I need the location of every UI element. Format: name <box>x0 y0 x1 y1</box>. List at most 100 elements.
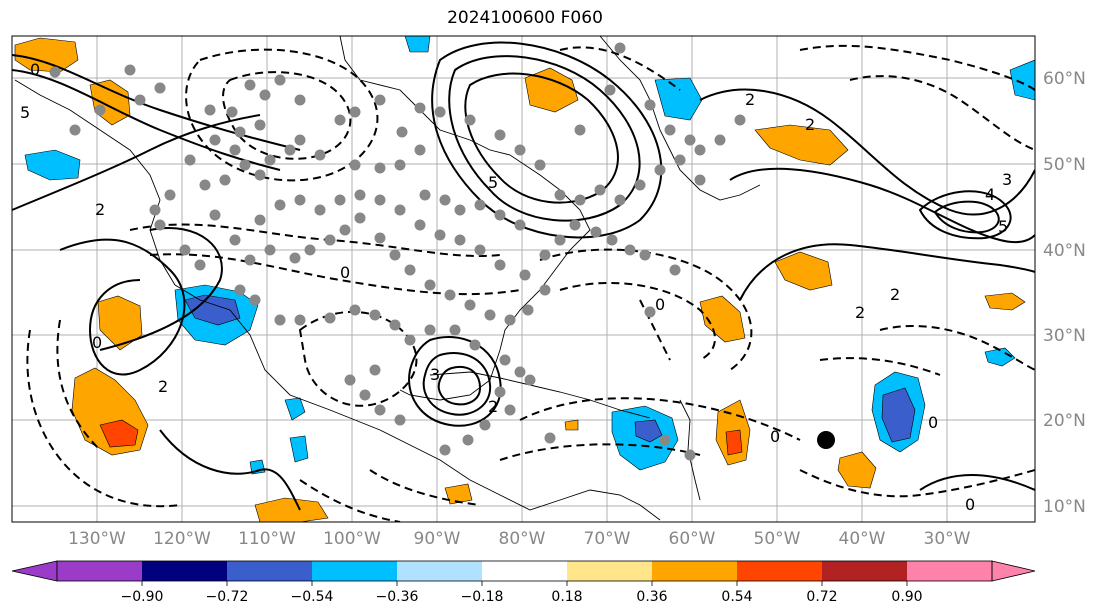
colorbar-segment <box>312 561 397 581</box>
observation-dot <box>474 244 486 256</box>
colorbar-segment <box>227 561 312 581</box>
observation-dot <box>654 164 666 176</box>
positive-fill <box>444 483 473 505</box>
storm-center-marker <box>817 431 835 449</box>
observation-dot <box>454 234 466 246</box>
contour-label: 0 <box>770 427 780 446</box>
lon-label: 120°W <box>153 529 211 549</box>
observation-dot <box>694 144 706 156</box>
observation-dot <box>349 106 361 118</box>
observation-dot <box>374 162 386 174</box>
observation-dot <box>244 79 256 91</box>
negative-fill <box>634 419 663 443</box>
observation-dot <box>374 232 386 244</box>
observation-dot <box>434 106 446 118</box>
lon-label: 40°W <box>839 529 886 549</box>
positive-fill <box>725 429 743 456</box>
observation-dot <box>234 284 246 296</box>
observation-dot <box>274 74 286 86</box>
observation-dot <box>534 159 546 171</box>
observation-dot <box>439 194 451 206</box>
positive-fill <box>774 251 833 291</box>
observation-dot <box>519 269 531 281</box>
observation-dot <box>264 244 276 256</box>
observation-dot <box>354 212 366 224</box>
observation-dot <box>184 154 196 166</box>
observation-dot <box>394 159 406 171</box>
observation-dot <box>359 389 371 401</box>
observation-dot <box>354 189 366 201</box>
observation-dot <box>414 219 426 231</box>
latitude-labels: 60°N 50°N 40°N 30°N 20°N 10°N <box>1043 69 1086 517</box>
contour-label: 3 <box>430 365 440 384</box>
positive-fill <box>699 295 746 343</box>
observation-dot <box>454 204 466 216</box>
observation-dot <box>664 124 676 136</box>
colorbar-extend-high <box>991 560 1036 582</box>
negative-fill <box>984 347 1016 367</box>
observation-dot <box>464 299 476 311</box>
observation-dot <box>369 364 381 376</box>
colorbar-segment <box>907 561 992 581</box>
observation-dot <box>154 82 166 94</box>
observation-dot <box>394 204 406 216</box>
contour-label: 0 <box>965 495 975 514</box>
observation-dot <box>274 199 286 211</box>
observation-dot <box>374 94 386 106</box>
lon-label: 100°W <box>323 529 381 549</box>
observation-dot <box>49 66 61 78</box>
colorbar-segment <box>822 561 907 581</box>
observation-dot <box>324 312 336 324</box>
observation-dot <box>349 159 361 171</box>
lon-label: 130°W <box>68 529 126 549</box>
anomaly-fills <box>14 36 1035 522</box>
observation-dot <box>414 102 426 114</box>
observation-dot <box>389 319 401 331</box>
map-title: 2024100600 F060 <box>447 8 603 28</box>
observation-dots <box>49 42 746 461</box>
lat-label: 20°N <box>1043 411 1086 431</box>
colorbar-segment <box>482 561 567 581</box>
observation-dot <box>294 94 306 106</box>
observation-dot <box>209 209 221 221</box>
observation-dot <box>264 154 276 166</box>
observation-dot <box>229 234 241 246</box>
colorbar-segment <box>142 561 227 581</box>
observation-dot <box>289 252 301 264</box>
map-area: 0 2 5 0 2 3 5 2 0 0 2 3 2 4 5 0 2 2 0 0 <box>12 36 1035 522</box>
observation-dot <box>304 244 316 256</box>
observation-dot <box>419 189 431 201</box>
observation-dot <box>374 194 386 206</box>
observation-dot <box>374 404 386 416</box>
observation-dot <box>714 134 726 146</box>
contour-label: 2 <box>805 115 815 134</box>
observation-dot <box>254 169 266 181</box>
observation-dot <box>514 366 526 378</box>
lon-label: 50°W <box>754 529 801 549</box>
observation-dot <box>494 209 506 221</box>
observation-dot <box>194 259 206 271</box>
observation-dot <box>494 129 506 141</box>
colorbar-label: −0.72 <box>206 589 249 605</box>
colorbar-label: −0.18 <box>461 589 504 605</box>
colorbar-label: 0.36 <box>636 589 667 605</box>
contour-label: 4 <box>985 185 995 204</box>
lon-label: 110°W <box>238 529 296 549</box>
colorbar-segment <box>737 561 822 581</box>
observation-dot <box>154 219 166 231</box>
observation-dot <box>249 294 261 306</box>
lat-label: 40°N <box>1043 241 1086 261</box>
observation-dot <box>474 199 486 211</box>
observation-dot <box>606 234 618 246</box>
lon-label: 70°W <box>584 529 631 549</box>
negative-fill <box>284 397 306 421</box>
observation-dot <box>414 144 426 156</box>
observation-dot <box>462 434 474 446</box>
contour-label: 5 <box>998 217 1008 236</box>
observation-dot <box>659 434 671 446</box>
contour-label: 0 <box>340 263 350 282</box>
observation-dot <box>229 144 241 156</box>
contour-value-labels: 0 2 5 0 2 3 5 2 0 0 2 3 2 4 5 0 2 2 0 0 <box>20 60 1012 514</box>
positive-fill <box>254 497 329 522</box>
colorbar-segment <box>567 561 652 581</box>
